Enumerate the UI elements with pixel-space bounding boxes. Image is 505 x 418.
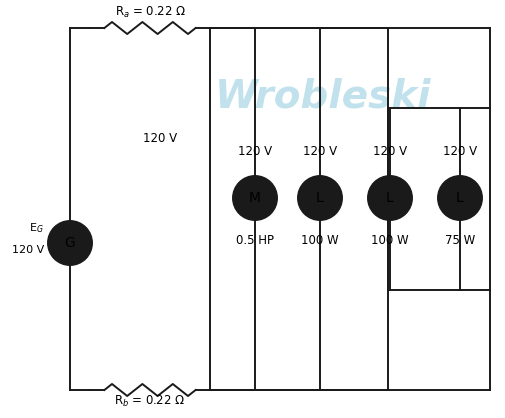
Text: E$_G$: E$_G$ bbox=[29, 221, 44, 235]
Text: 0.5 HP: 0.5 HP bbox=[235, 234, 274, 247]
Circle shape bbox=[437, 176, 481, 220]
Text: R$_b$ = 0.22 Ω: R$_b$ = 0.22 Ω bbox=[114, 394, 185, 409]
Text: R$_a$ = 0.22 Ω: R$_a$ = 0.22 Ω bbox=[114, 5, 185, 20]
Text: 120 V: 120 V bbox=[237, 145, 272, 158]
Text: 120 V: 120 V bbox=[302, 145, 336, 158]
Circle shape bbox=[48, 221, 92, 265]
Text: 120 V: 120 V bbox=[442, 145, 476, 158]
Text: G: G bbox=[65, 236, 75, 250]
Text: Wrobleski: Wrobleski bbox=[215, 78, 431, 116]
Text: 120 V: 120 V bbox=[142, 132, 177, 145]
Text: 100 W: 100 W bbox=[371, 234, 408, 247]
Circle shape bbox=[297, 176, 341, 220]
Circle shape bbox=[232, 176, 276, 220]
Text: L: L bbox=[316, 191, 323, 205]
Text: 100 W: 100 W bbox=[300, 234, 338, 247]
Text: M: M bbox=[248, 191, 261, 205]
Text: L: L bbox=[385, 191, 393, 205]
Text: 75 W: 75 W bbox=[444, 234, 474, 247]
Text: L: L bbox=[455, 191, 463, 205]
Text: 120 V: 120 V bbox=[12, 245, 44, 255]
Text: 120 V: 120 V bbox=[372, 145, 406, 158]
Circle shape bbox=[367, 176, 411, 220]
